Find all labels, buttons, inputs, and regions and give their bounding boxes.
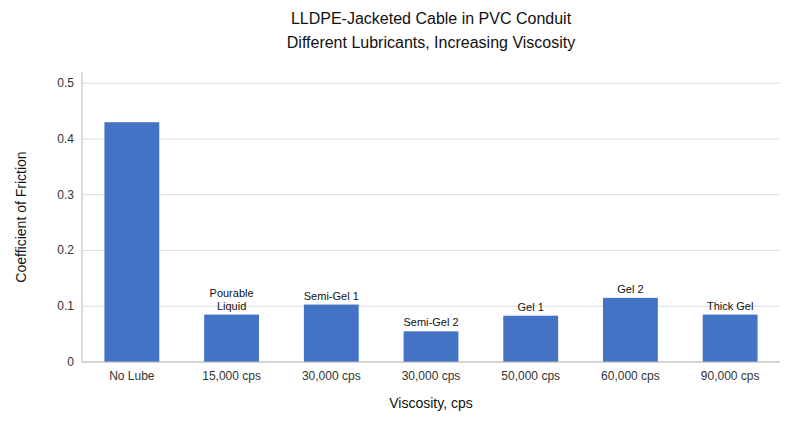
title: LLDPE-Jacketed Cable in PVC Conduit bbox=[291, 10, 572, 27]
x-tick-label: 90,000 cps bbox=[701, 369, 760, 383]
grid bbox=[82, 83, 780, 362]
bar bbox=[404, 331, 459, 362]
grid-line bbox=[82, 138, 780, 139]
bar-annotation: Gel 2 bbox=[617, 283, 643, 295]
grid-line bbox=[82, 194, 780, 195]
y-tick-label: 0.2 bbox=[57, 243, 74, 257]
bar bbox=[503, 316, 558, 362]
bars bbox=[104, 122, 757, 362]
x-tick-label: 30,000 cps bbox=[302, 369, 361, 383]
y-tick-label: 0.4 bbox=[57, 132, 74, 146]
x-tick-label: 50,000 cps bbox=[501, 369, 560, 383]
subtitle: Different Lubricants, Increasing Viscosi… bbox=[287, 34, 575, 51]
y-axis-label: Coefficient of Friction bbox=[13, 151, 29, 282]
x-tick-label: No Lube bbox=[109, 369, 155, 383]
y-tick-label: 0.5 bbox=[57, 76, 74, 90]
y-tick-label: 0.3 bbox=[57, 188, 74, 202]
x-tick-label: 60,000 cps bbox=[601, 369, 660, 383]
x-axis-line bbox=[82, 362, 780, 363]
bar-annotation: Thick Gel bbox=[707, 300, 753, 312]
grid-line bbox=[82, 306, 780, 307]
chart-container: 0 0.1 0.2 0.3 0.4 0.5 No Lube 15,000 cps 30,000 … bbox=[0, 0, 800, 434]
y-tick-label: 0 bbox=[67, 355, 74, 369]
bar-annotation: Semi-Gel 1 bbox=[304, 290, 359, 302]
bar-annotation: Semi-Gel 2 bbox=[403, 316, 458, 328]
bar bbox=[204, 315, 259, 362]
x-axis-label: Viscosity, cps bbox=[389, 395, 473, 411]
chart: 0 0.1 0.2 0.3 0.4 0.5 No Lube 15,000 cps 30,000 … bbox=[0, 0, 800, 434]
x-tick-label: 30,000 cps bbox=[402, 369, 461, 383]
grid-line bbox=[82, 250, 780, 251]
bar-annotation: Gel 1 bbox=[518, 301, 544, 313]
bar bbox=[603, 298, 658, 362]
bar-annotation: PourableLiquid bbox=[210, 287, 254, 312]
grid-line bbox=[82, 362, 780, 363]
y-tick-label: 0.1 bbox=[57, 299, 74, 313]
x-tick-label: 15,000 cps bbox=[202, 369, 261, 383]
bar bbox=[104, 122, 159, 362]
bar bbox=[703, 315, 758, 362]
grid-line bbox=[82, 83, 780, 84]
bar bbox=[304, 305, 359, 362]
y-axis-line bbox=[82, 72, 83, 362]
